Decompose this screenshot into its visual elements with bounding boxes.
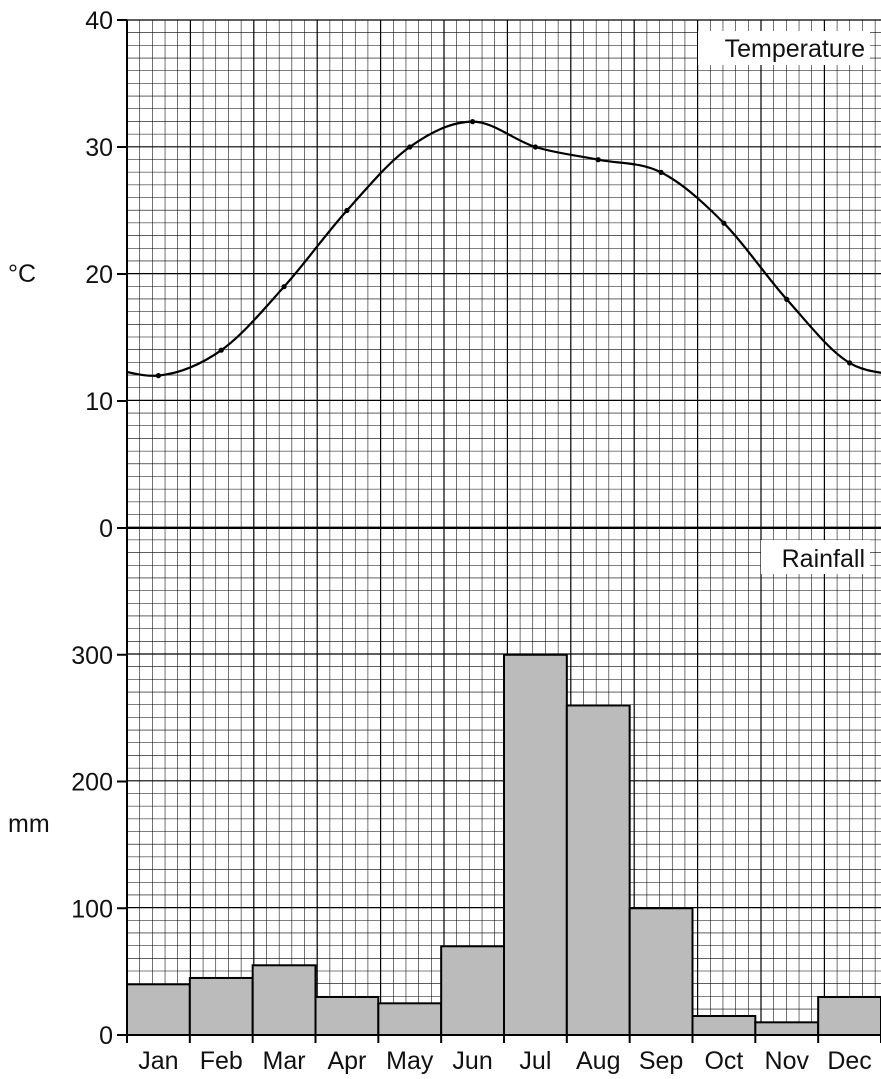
month-label-dec: Dec: [827, 1047, 871, 1075]
rainfall-bar-jul: [503, 653, 568, 1036]
month-label-jul: Jul: [519, 1047, 551, 1075]
temperature-line-group: [127, 119, 881, 379]
rainfall-bar-oct: [691, 1014, 757, 1036]
temperature-point-mar: [281, 284, 287, 290]
rainfall-bar-apr: [314, 995, 380, 1036]
rainfall-bars: [126, 653, 881, 1037]
y-tick-labels: 0 10 20 30 40 0 100 200 300: [71, 7, 113, 1050]
temperature-point-apr: [344, 207, 350, 214]
rainfall-bar-aug: [565, 704, 631, 1036]
temperature-y-tick-label: 10: [85, 388, 113, 416]
temperature-point-nov: [784, 296, 790, 302]
month-label-apr: Apr: [327, 1047, 366, 1075]
temperature-y-tick-label: 40: [85, 7, 113, 35]
temperature-panel-label: Temperature: [698, 31, 870, 65]
rainfall-panel-label: Rainfall: [761, 540, 870, 574]
axes: [117, 19, 881, 1043]
month-label-mar: Mar: [263, 1047, 306, 1075]
rainfall-unit-label: mm: [8, 810, 50, 838]
temperature-point-jul: [532, 144, 539, 150]
month-label-feb: Feb: [200, 1047, 243, 1075]
temperature-line: [127, 120, 881, 377]
month-label-sep: Sep: [639, 1047, 683, 1075]
temperature-y-tick-label: 30: [85, 134, 113, 162]
rainfall-bar-may: [377, 1002, 443, 1036]
rainfall-y-tick-label: 100: [71, 895, 113, 923]
temperature-title: Temperature: [725, 35, 865, 63]
rainfall-bar-sep: [628, 907, 694, 1036]
temperature-y-tick-label: 0: [99, 515, 113, 543]
rainfall-bar-feb: [188, 976, 254, 1037]
month-label-oct: Oct: [704, 1047, 743, 1075]
rainfall-y-tick-label: 0: [99, 1022, 113, 1050]
month-label-may: May: [386, 1047, 434, 1075]
temperature-point-oct: [721, 220, 727, 226]
rainfall-title: Rainfall: [782, 545, 865, 573]
rainfall-bar-dec: [817, 995, 881, 1036]
rainfall-bar-nov: [754, 1021, 820, 1037]
rainfall-y-tick-label: 300: [71, 642, 113, 670]
month-label-nov: Nov: [765, 1047, 810, 1075]
temperature-y-tick-label: 20: [85, 261, 113, 289]
temperature-point-jan: [155, 373, 162, 379]
rainfall-bar-mar: [251, 964, 317, 1036]
x-tick-labels: Jan Feb Mar Apr May Jun Jul Aug Sep Oct Nov Dec: [138, 1047, 872, 1075]
temperature-unit-label: °C: [8, 260, 36, 288]
month-label-jun: Jun: [452, 1047, 492, 1075]
rainfall-y-tick-label: 200: [71, 769, 113, 797]
month-label-jan: Jan: [138, 1047, 178, 1075]
temperature-point-feb: [218, 347, 224, 353]
temperature-point-jun: [469, 119, 476, 125]
temperature-point-may: [407, 144, 413, 150]
rainfall-bar-jun: [440, 945, 505, 1037]
temperature-point-dec: [846, 360, 853, 366]
temperature-point-aug: [595, 157, 601, 163]
rainfall-bar-jan: [126, 983, 191, 1036]
month-label-aug: Aug: [576, 1047, 620, 1075]
temperature-point-sep: [658, 169, 664, 175]
